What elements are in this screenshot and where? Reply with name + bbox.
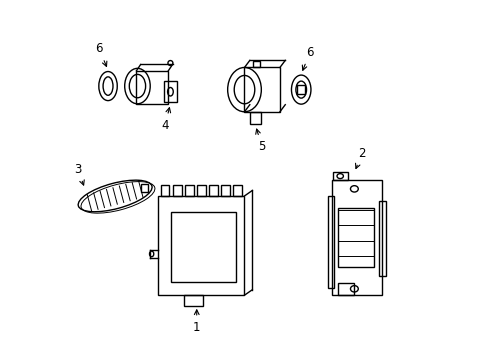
- Bar: [378, 201, 386, 276]
- Bar: [209, 185, 217, 196]
- Bar: [136, 71, 168, 104]
- Bar: [161, 185, 169, 196]
- Bar: [249, 112, 261, 124]
- Text: 6: 6: [95, 42, 107, 66]
- Bar: [163, 81, 177, 102]
- Bar: [197, 185, 205, 196]
- Bar: [253, 61, 260, 67]
- Bar: [233, 185, 241, 196]
- Text: 3: 3: [74, 163, 84, 185]
- Bar: [296, 85, 305, 94]
- Bar: [338, 283, 354, 295]
- Text: 1: 1: [193, 310, 200, 334]
- Bar: [141, 184, 147, 192]
- Bar: [171, 212, 236, 282]
- Bar: [338, 208, 373, 267]
- Bar: [173, 185, 181, 196]
- Bar: [185, 185, 193, 196]
- Bar: [332, 172, 347, 180]
- Bar: [183, 295, 203, 306]
- Text: 6: 6: [302, 46, 313, 70]
- Text: 4: 4: [161, 108, 170, 131]
- Bar: [157, 196, 244, 295]
- Text: 5: 5: [255, 129, 265, 153]
- Bar: [331, 180, 381, 295]
- Bar: [244, 67, 279, 112]
- Text: 2: 2: [355, 147, 365, 168]
- Bar: [327, 196, 333, 288]
- Bar: [221, 185, 229, 196]
